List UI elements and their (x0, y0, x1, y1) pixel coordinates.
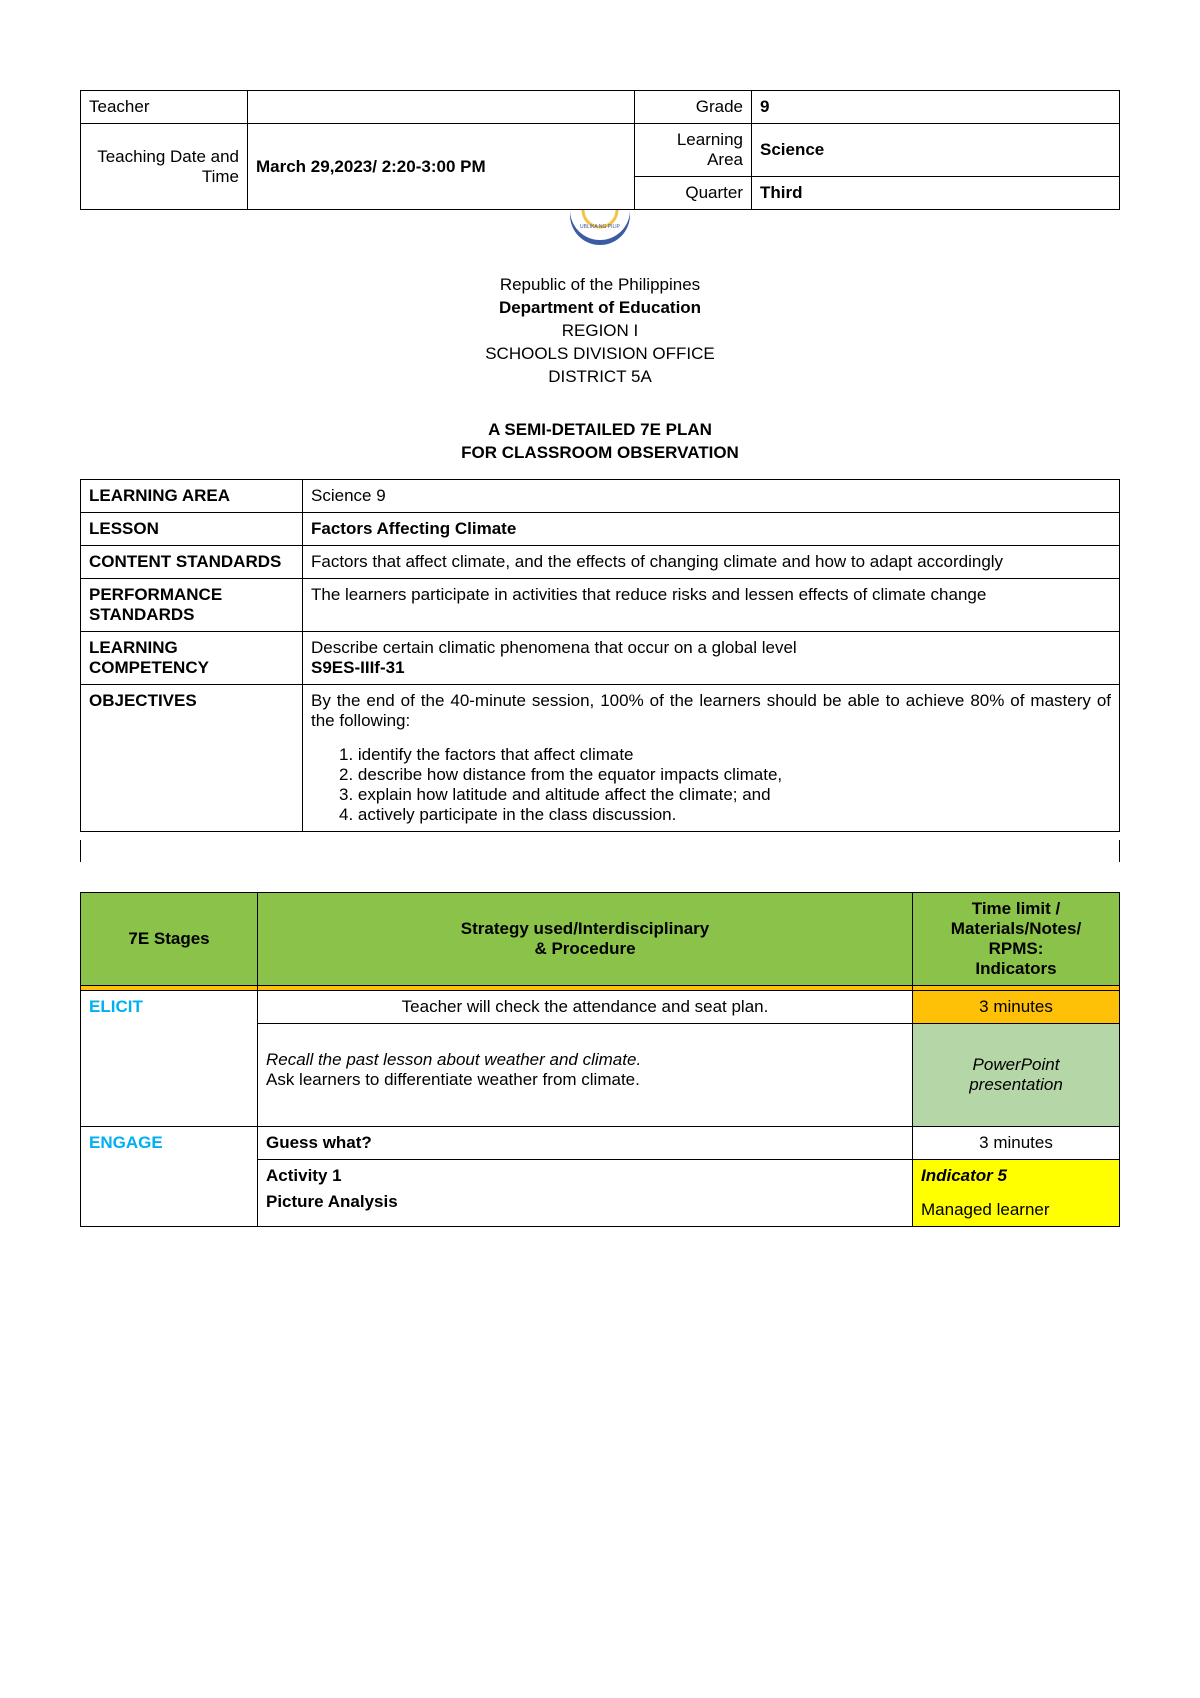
engage-indicator: Indicator 5 Managed learner (913, 1159, 1120, 1226)
letterhead: Republic of the Philippines Department o… (80, 274, 1120, 389)
elicit-text-2: Recall the past lesson about weather and… (258, 1023, 913, 1126)
letterhead-line4: SCHOOLS DIVISION OFFICE (80, 343, 1120, 366)
stages-table: 7E Stages Strategy used/Interdisciplinar… (80, 892, 1120, 1227)
plan-title: A SEMI-DETAILED 7E PLAN FOR CLASSROOM OB… (80, 419, 1120, 465)
learning-competency-line1: Describe certain climatic phenomena that… (311, 638, 797, 657)
grade-value: 9 (752, 91, 1120, 124)
learning-area-row-value: Science 9 (303, 479, 1120, 512)
objective-item: 4. actively participate in the class dis… (339, 805, 1111, 825)
engage-time-1: 3 minutes (913, 1126, 1120, 1159)
engage-text-1: Guess what? (258, 1126, 913, 1159)
lesson-value: Factors Affecting Climate (303, 512, 1120, 545)
quarter-value: Third (752, 177, 1120, 210)
plan-title-line1: A SEMI-DETAILED 7E PLAN (80, 419, 1120, 442)
teacher-label: Teacher (81, 91, 248, 124)
elicit-text-1: Teacher will check the attendance and se… (258, 990, 913, 1023)
grade-label: Grade (635, 91, 752, 124)
objectives-list: 1. identify the factors that affect clim… (311, 745, 1111, 825)
letterhead-line5: DISTRICT 5A (80, 366, 1120, 389)
objective-item: 3. explain how latitude and altitude aff… (339, 785, 1111, 805)
header-table: Teacher Grade 9 Teaching Date and Time M… (80, 90, 1120, 210)
learning-area-value: Science (752, 124, 1120, 177)
stages-col2-header: Strategy used/Interdisciplinary & Proced… (258, 892, 913, 985)
elicit-row-2: Recall the past lesson about weather and… (81, 1023, 1120, 1126)
elicit-material: PowerPoint presentation (913, 1023, 1120, 1126)
quarter-label: Quarter (635, 177, 752, 210)
teacher-value (248, 91, 635, 124)
lesson-label: LESSON (81, 512, 303, 545)
elicit-row-1: ELICIT Teacher will check the attendance… (81, 990, 1120, 1023)
learning-competency-line2: S9ES-IIIf-31 (311, 658, 405, 677)
engage-row-1: ENGAGE Guess what? 3 minutes (81, 1126, 1120, 1159)
stages-col3-header: Time limit / Materials/Notes/ RPMS: Indi… (913, 892, 1120, 985)
learning-competency-label: LEARNING COMPETENCY (81, 631, 303, 684)
learning-competency-value: Describe certain climatic phenomena that… (303, 631, 1120, 684)
content-standards-value: Factors that affect climate, and the eff… (303, 545, 1120, 578)
learning-area-row-label: LEARNING AREA (81, 479, 303, 512)
deped-seal-icon: UBLIKA NG PILIP (565, 210, 635, 280)
engage-activity: Activity 1 Picture Analysis (258, 1159, 913, 1226)
objectives-label: OBJECTIVES (81, 684, 303, 831)
learning-area-label: Learning Area (635, 124, 752, 177)
engage-row-2: Activity 1 Picture Analysis Indicator 5 … (81, 1159, 1120, 1226)
letterhead-line2: Department of Education (80, 297, 1120, 320)
elicit-label: ELICIT (89, 997, 143, 1016)
letterhead-line3: REGION I (80, 320, 1120, 343)
stages-col1-header: 7E Stages (81, 892, 258, 985)
plan-title-line2: FOR CLASSROOM OBSERVATION (80, 442, 1120, 465)
svg-text:UBLIKA NG PILIP: UBLIKA NG PILIP (580, 224, 621, 230)
elicit-time-1: 3 minutes (913, 990, 1120, 1023)
info-table: LEARNING AREA Science 9 LESSON Factors A… (80, 479, 1120, 832)
date-label: Teaching Date and Time (81, 124, 248, 210)
objectives-value: By the end of the 40-minute session, 100… (303, 684, 1120, 831)
info-table-trailing (80, 840, 1120, 862)
performance-standards-value: The learners participate in activities t… (303, 578, 1120, 631)
performance-standards-label: PERFORMANCE STANDARDS (81, 578, 303, 631)
objective-item: 2. describe how distance from the equato… (339, 765, 1111, 785)
date-value: March 29,2023/ 2:20-3:00 PM (248, 124, 635, 210)
content-standards-label: CONTENT STANDARDS (81, 545, 303, 578)
engage-label: ENGAGE (89, 1133, 163, 1152)
objectives-intro: By the end of the 40-minute session, 100… (311, 691, 1111, 731)
objective-item: 1. identify the factors that affect clim… (339, 745, 1111, 765)
